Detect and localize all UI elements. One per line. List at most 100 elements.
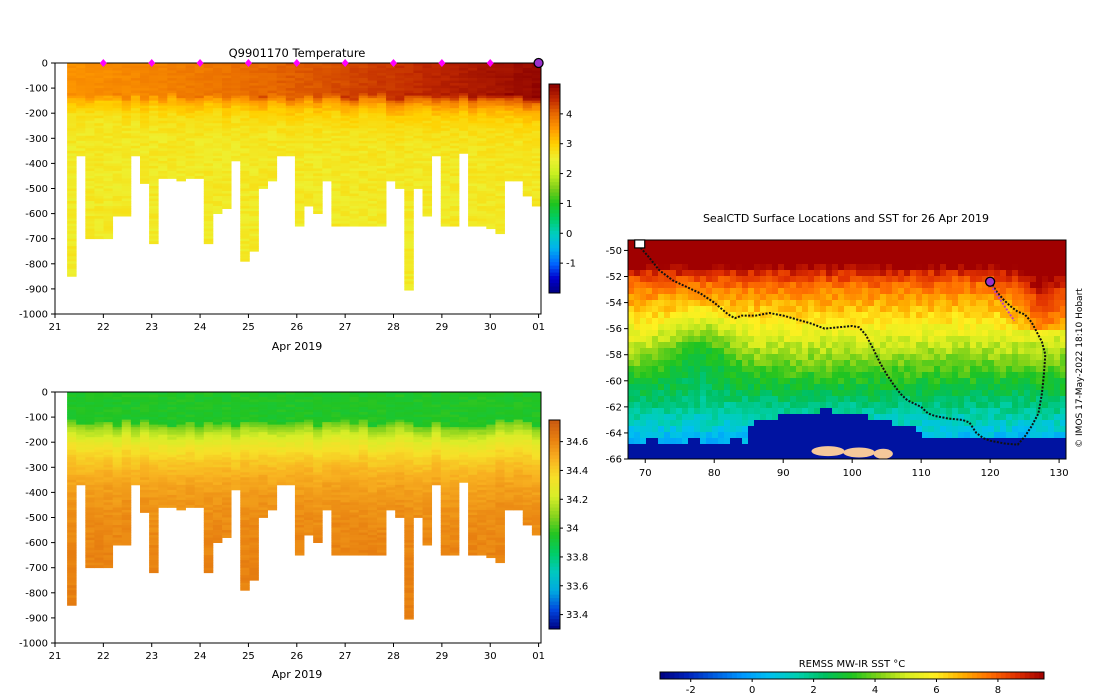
section-cell bbox=[267, 73, 278, 76]
section-cell bbox=[203, 218, 214, 222]
section-cell bbox=[285, 429, 296, 433]
section-cell bbox=[212, 196, 223, 199]
section-cell bbox=[176, 130, 186, 134]
section-cell bbox=[240, 175, 250, 179]
section-cell bbox=[395, 65, 405, 69]
section-cell bbox=[440, 221, 451, 225]
section-cell bbox=[322, 504, 332, 508]
section-cell bbox=[67, 248, 77, 252]
section-cell bbox=[231, 467, 241, 471]
section-cell bbox=[513, 143, 524, 147]
section-cell bbox=[477, 183, 487, 187]
section-cell bbox=[222, 185, 232, 189]
section-cell bbox=[140, 113, 150, 117]
section-cell bbox=[513, 160, 524, 164]
section-cell bbox=[240, 454, 250, 458]
section-cell bbox=[149, 537, 159, 541]
section-cell bbox=[212, 160, 223, 164]
section-cell bbox=[249, 542, 259, 546]
section-cell bbox=[240, 504, 250, 508]
section-cell bbox=[331, 213, 341, 217]
section-cell bbox=[358, 462, 369, 466]
section-cell bbox=[531, 178, 542, 182]
section-cell bbox=[386, 70, 396, 74]
section-cell bbox=[294, 479, 305, 483]
section-cell bbox=[367, 193, 378, 197]
section-cell bbox=[294, 75, 305, 79]
section-cell bbox=[149, 138, 159, 142]
section-cell bbox=[121, 464, 132, 468]
section-cell bbox=[121, 208, 132, 212]
section-cell bbox=[422, 206, 433, 209]
section-cell bbox=[431, 138, 442, 142]
section-cell bbox=[112, 160, 123, 164]
section-cell bbox=[331, 90, 341, 94]
section-cell bbox=[349, 469, 360, 473]
section-cell bbox=[222, 499, 232, 503]
section-cell bbox=[267, 128, 278, 132]
section-cell bbox=[76, 133, 86, 137]
section-cell bbox=[340, 472, 351, 476]
section-cell bbox=[112, 150, 123, 154]
section-cell bbox=[349, 499, 360, 503]
section-cell bbox=[222, 178, 232, 182]
section-cell bbox=[495, 153, 505, 157]
section-cell bbox=[331, 394, 341, 398]
section-cell bbox=[67, 429, 77, 433]
section-cell bbox=[240, 258, 250, 262]
section-cell bbox=[240, 407, 250, 410]
section-cell bbox=[276, 115, 287, 119]
section-cell bbox=[331, 125, 341, 129]
section-cell bbox=[130, 459, 141, 463]
section-cell bbox=[367, 191, 378, 194]
section-cell bbox=[94, 525, 104, 528]
section-cell bbox=[422, 78, 433, 81]
section-cell bbox=[67, 545, 77, 549]
section-cell bbox=[121, 143, 132, 147]
section-cell bbox=[358, 216, 369, 220]
section-cell bbox=[94, 499, 104, 503]
section-cell bbox=[331, 537, 341, 541]
section-cell bbox=[294, 223, 305, 227]
section-cell bbox=[267, 120, 278, 124]
section-cell bbox=[240, 484, 250, 488]
section-cell bbox=[121, 78, 132, 81]
section-cell bbox=[313, 522, 323, 526]
section-cell bbox=[231, 148, 241, 152]
section-cell bbox=[76, 404, 86, 408]
section-cell bbox=[249, 238, 259, 242]
section-cell bbox=[140, 125, 150, 129]
colorbar-segment bbox=[549, 261, 560, 266]
section-cell bbox=[240, 135, 250, 139]
section-cell bbox=[176, 80, 186, 84]
section-cell bbox=[222, 140, 232, 144]
section-cell bbox=[449, 173, 460, 177]
section-cell bbox=[349, 88, 360, 92]
section-cell bbox=[103, 145, 114, 149]
section-cell bbox=[285, 409, 296, 413]
section-cell bbox=[240, 128, 250, 132]
section-cell bbox=[222, 143, 232, 147]
section-cell bbox=[486, 98, 496, 102]
section-cell bbox=[149, 464, 159, 468]
section-cell bbox=[67, 203, 77, 207]
section-cell bbox=[276, 85, 287, 89]
section-cell bbox=[367, 188, 378, 192]
section-cell bbox=[140, 140, 150, 144]
section-cell bbox=[249, 198, 259, 202]
section-cell bbox=[67, 175, 77, 179]
section-cell bbox=[94, 170, 104, 174]
section-cell bbox=[358, 63, 369, 66]
section-cell bbox=[249, 201, 259, 204]
section-cell bbox=[322, 68, 332, 71]
section-cell bbox=[149, 231, 159, 235]
section-cell bbox=[276, 130, 287, 134]
section-cell bbox=[413, 70, 423, 74]
section-cell bbox=[203, 88, 214, 92]
section-cell bbox=[440, 201, 451, 204]
section-cell bbox=[522, 160, 533, 164]
section-cell bbox=[185, 482, 196, 486]
section-cell bbox=[67, 226, 77, 230]
section-cell bbox=[349, 175, 360, 179]
section-cell bbox=[304, 489, 314, 493]
